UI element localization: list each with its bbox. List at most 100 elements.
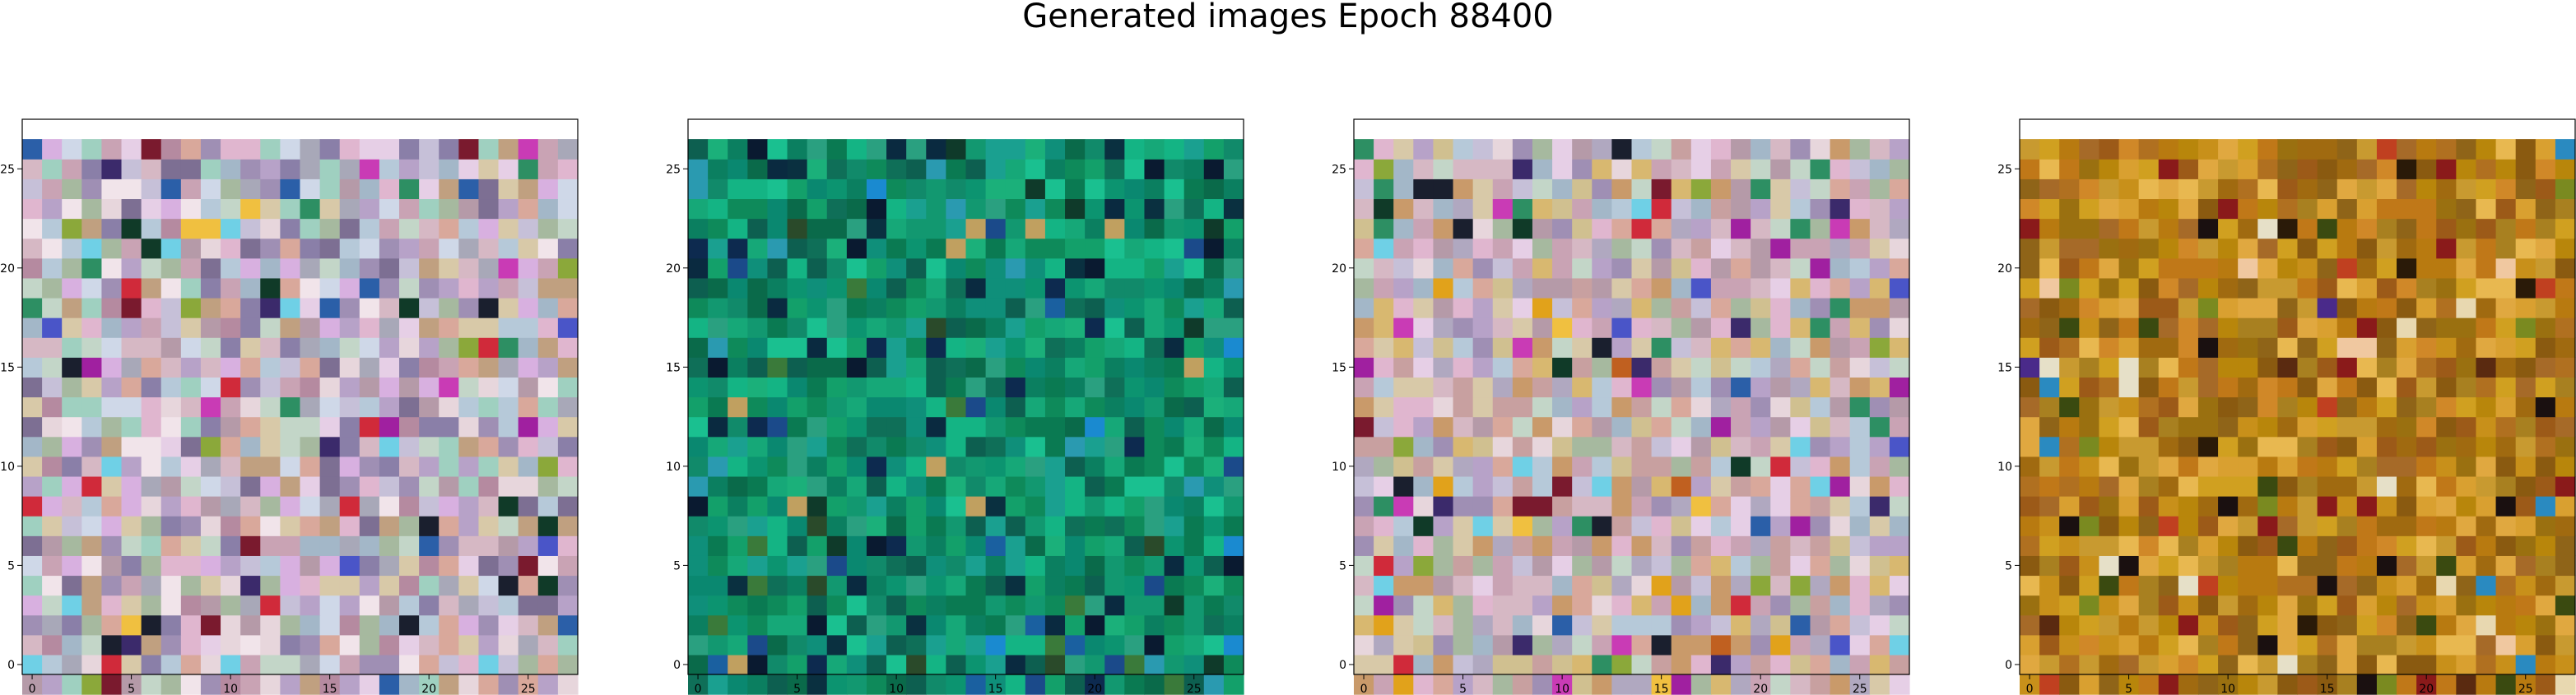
heatmap-cell [379, 674, 400, 695]
heatmap-cell [846, 257, 867, 279]
heatmap-cell [1671, 297, 1692, 318]
heatmap-cell [1512, 198, 1533, 220]
heatmap-cell [826, 317, 848, 338]
heatmap-cell [2099, 377, 2120, 398]
heatmap-cell [1393, 654, 1414, 675]
heatmap-cell [1572, 416, 1593, 438]
heatmap-cell [2238, 238, 2258, 259]
heatmap-cell [2238, 456, 2258, 477]
heatmap-cell [2495, 614, 2517, 636]
heatmap-cell [1651, 357, 1672, 378]
heatmap-cell [557, 178, 579, 200]
heatmap-cell [319, 218, 341, 239]
heatmap-cell [787, 357, 808, 378]
heatmap-cell [826, 535, 848, 556]
heatmap-cell [2515, 416, 2536, 438]
heatmap-cell [2297, 337, 2318, 358]
heatmap-cell [1731, 496, 1751, 517]
heatmap-cell [787, 377, 808, 398]
heatmap-cell [180, 238, 202, 259]
heatmap-cell [121, 277, 142, 299]
heatmap-cell [2178, 297, 2199, 318]
heatmap-cell [2436, 357, 2457, 378]
heatmap-cell [2118, 595, 2140, 616]
heatmap-cell [478, 654, 500, 675]
heatmap-cell [866, 297, 887, 318]
heatmap-cell [260, 614, 281, 636]
heatmap-cell [2495, 317, 2517, 338]
heatmap-cell [1183, 475, 1205, 497]
heatmap-cell [458, 238, 480, 259]
heatmap-cell [826, 475, 848, 497]
heatmap-cell [2495, 436, 2517, 457]
heatmap-cell [319, 654, 341, 675]
heatmap-cell [886, 634, 907, 656]
heatmap-cell [965, 416, 987, 438]
x-tick-label: 15 [2320, 683, 2335, 695]
heatmap-cell [1552, 159, 1573, 179]
heatmap-cell [1552, 516, 1573, 536]
heatmap-cell [2297, 555, 2318, 577]
heatmap-cell [1413, 654, 1434, 675]
heatmap-cell [946, 416, 967, 438]
heatmap-cell [906, 297, 927, 318]
heatmap-cell [1433, 416, 1454, 438]
heatmap-cell [1085, 159, 1105, 179]
heatmap-cell [1104, 654, 1125, 675]
heatmap-cell [688, 614, 709, 636]
heatmap-cell [2059, 555, 2080, 577]
heatmap-cell [2337, 257, 2358, 279]
heatmap-cell [518, 634, 539, 656]
heatmap-cell [1223, 535, 1244, 556]
heatmap-cell [1453, 555, 1474, 577]
heatmap-cell [1085, 654, 1105, 675]
heatmap-cell [2337, 396, 2358, 418]
heatmap-cell [1104, 396, 1125, 418]
heatmap-cell [121, 575, 142, 596]
heatmap-cell [1005, 595, 1026, 616]
heatmap-cell [2138, 396, 2160, 418]
heatmap-cell [1592, 475, 1612, 497]
heatmap-cell [1104, 416, 1125, 438]
heatmap-cell [1830, 277, 1851, 299]
heatmap-cell [1790, 416, 1811, 438]
heatmap-cell [2039, 456, 2060, 477]
heatmap-cell [1690, 178, 1712, 200]
heatmap-cell [1104, 436, 1125, 457]
heatmap-cell [478, 357, 500, 378]
heatmap-cell [419, 396, 439, 418]
heatmap-cell [2356, 297, 2378, 318]
heatmap-cell [2476, 198, 2497, 220]
heatmap-cell [1085, 475, 1105, 497]
heatmap-cell [2555, 416, 2576, 438]
heatmap-cell [439, 178, 459, 200]
heatmap-cell [2079, 634, 2100, 656]
heatmap-cell [2238, 198, 2258, 220]
heatmap-cell [2197, 337, 2219, 358]
heatmap-cell [2178, 396, 2199, 418]
heatmap-cell [2277, 555, 2299, 577]
heatmap-cell [42, 337, 63, 358]
heatmap-cell [260, 595, 281, 616]
heatmap-cell [1374, 634, 1394, 656]
heatmap-cell [1472, 198, 1494, 220]
heatmap-cell [2317, 634, 2338, 656]
heatmap-cell [2020, 654, 2040, 675]
heatmap-cell [240, 277, 261, 299]
heatmap-cell [2099, 159, 2120, 179]
heatmap-cell [767, 416, 788, 438]
heatmap-cell [2376, 297, 2397, 318]
heatmap-cell [946, 436, 967, 457]
heatmap-cell [200, 535, 221, 556]
heatmap-cell [1710, 436, 1732, 457]
heatmap-cell [926, 496, 946, 517]
heatmap-cell [1065, 416, 1086, 438]
heatmap-cell [1810, 496, 1831, 517]
heatmap-cell [1044, 317, 1066, 338]
heatmap-cell [1572, 535, 1593, 556]
heatmap-cell [121, 337, 142, 358]
heatmap-cell [260, 357, 281, 378]
heatmap-cell [2039, 178, 2060, 200]
heatmap-cell [1144, 317, 1165, 338]
heatmap-cell [141, 277, 162, 299]
